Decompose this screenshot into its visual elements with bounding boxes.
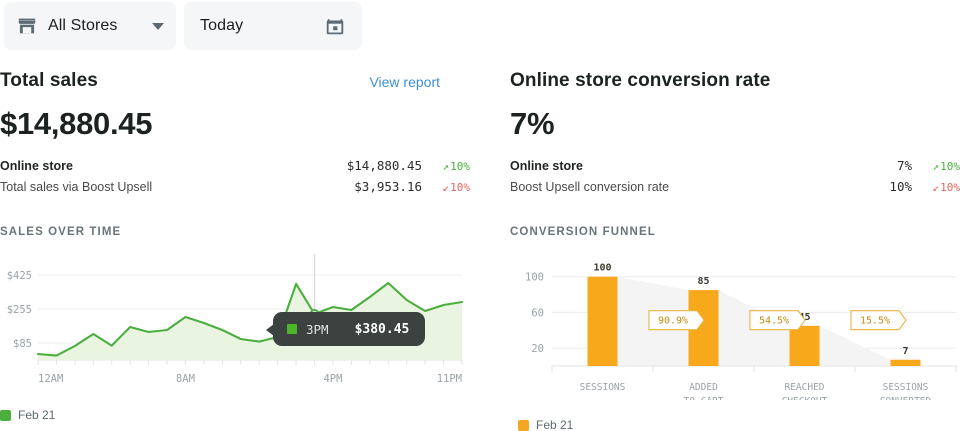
tooltip-pointer <box>266 324 274 336</box>
conversion-funnel-chart: 20 60 100 100 85 45 7 90.9% 54.5% 15.5% SESSIONS AD… <box>510 250 960 431</box>
row-value: 10% <box>889 179 912 194</box>
status-badge: ↗10% <box>422 160 471 173</box>
legend-funnel: Feb 21 <box>518 418 573 431</box>
chart-tooltip: 3PM $380.45 <box>266 312 426 346</box>
svg-text:TO CART: TO CART <box>683 396 723 400</box>
list-item: Total sales via Boost Upsell $3,953.16 ↙… <box>0 179 470 200</box>
page-title: Total sales <box>0 70 98 91</box>
status-badge: ↙10% <box>422 181 471 194</box>
svg-text:SESSIONS: SESSIONS <box>883 382 929 393</box>
legend-label: Feb 21 <box>18 408 56 422</box>
delta-value: 10% <box>940 160 960 173</box>
conversion-value: 7% <box>510 106 555 141</box>
conversion-rate-card: Online store conversion rate 7% Online s… <box>510 70 960 431</box>
svg-text:20: 20 <box>531 343 544 355</box>
conversion-breakdown: Online store 7% ↗10% Boost Upsell conver… <box>510 158 960 200</box>
svg-text:11PM: 11PM <box>437 373 462 385</box>
tooltip-marker <box>287 324 297 334</box>
svg-text:85: 85 <box>697 276 709 287</box>
svg-text:8AM: 8AM <box>176 373 195 385</box>
svg-text:$85: $85 <box>13 338 32 350</box>
svg-text:100: 100 <box>525 272 544 284</box>
delta-value: 10% <box>450 181 470 194</box>
list-item: Online store 7% ↗10% <box>510 158 960 179</box>
tooltip-value: $380.45 <box>354 321 410 337</box>
total-sales-value: $14,880.45 <box>0 106 153 141</box>
svg-text:$255: $255 <box>7 304 32 316</box>
funnel-svg: 20 60 100 100 85 45 7 90.9% 54.5% 15.5% SESSIONS AD… <box>525 263 957 407</box>
row-label: Online store <box>0 159 73 173</box>
arrow-down-icon: ↙ <box>442 181 450 194</box>
arrow-up-icon: ↗ <box>442 160 450 173</box>
status-badge: ↗10% <box>912 160 960 173</box>
conversion-title: Online store conversion rate <box>510 70 771 91</box>
storefront-icon <box>18 18 36 34</box>
svg-text:12AM: 12AM <box>38 373 63 385</box>
svg-text:45: 45 <box>798 312 810 323</box>
top-toolbar: All Stores Today <box>0 0 960 52</box>
arrow-up-icon: ↗ <box>932 160 940 173</box>
row-label: Boost Upsell conversion rate <box>510 180 670 194</box>
chevron-down-icon <box>152 22 164 30</box>
svg-text:90.9%: 90.9% <box>658 316 688 327</box>
date-range-selector[interactable]: Today <box>184 2 362 50</box>
list-item: Online store $14,880.45 ↗10% <box>0 158 470 179</box>
svg-text:7: 7 <box>902 346 908 357</box>
tooltip-time: 3PM <box>306 321 329 337</box>
date-range-label: Today <box>200 17 244 34</box>
status-badge: ↙10% <box>912 181 960 194</box>
store-selector[interactable]: All Stores <box>4 2 176 50</box>
legend-label: Feb 21 <box>536 418 574 431</box>
store-selector-label: All Stores <box>48 17 118 34</box>
row-value: $14,880.45 <box>346 158 422 173</box>
svg-text:$425: $425 <box>7 270 32 282</box>
legend-sales: Feb 21 <box>0 408 55 422</box>
svg-text:CHECKOUT: CHECKOUT <box>782 396 828 400</box>
svg-text:15.5%: 15.5% <box>860 316 890 327</box>
row-value: 7% <box>896 158 912 173</box>
row-label: Online store <box>510 159 583 173</box>
total-sales-breakdown: Online store $14,880.45 ↗10% Total sales… <box>0 158 470 200</box>
legend-swatch <box>0 409 11 421</box>
svg-text:REACHED: REACHED <box>784 382 824 393</box>
svg-text:60: 60 <box>531 307 544 319</box>
calendar-icon <box>326 19 344 35</box>
total-sales-card: Total sales View report $14,880.45 Onlin… <box>0 70 470 422</box>
sales-over-time-chart: $85 $255 $425 12AM 8AM 4PM 11PM Feb 21 3PM $38… <box>0 250 470 422</box>
svg-text:ADDED: ADDED <box>689 382 718 393</box>
row-value: $3,953.16 <box>354 179 422 194</box>
svg-text:CONVERTED: CONVERTED <box>880 396 932 400</box>
delta-value: 10% <box>450 160 470 173</box>
list-item: Boost Upsell conversion rate 10% ↙10% <box>510 179 960 200</box>
legend-swatch <box>518 419 529 431</box>
svg-text:54.5%: 54.5% <box>759 316 789 327</box>
svg-text:4PM: 4PM <box>323 373 342 385</box>
svg-text:100: 100 <box>593 263 611 274</box>
conversion-funnel-title: CONVERSION FUNNEL <box>510 226 656 238</box>
svg-text:SESSIONS: SESSIONS <box>580 382 626 393</box>
row-label: Total sales via Boost Upsell <box>0 180 153 194</box>
arrow-down-icon: ↙ <box>932 181 940 194</box>
delta-value: 10% <box>940 181 960 194</box>
view-report-link[interactable]: View report <box>369 74 440 90</box>
sales-over-time-title: SALES OVER TIME <box>0 226 122 238</box>
